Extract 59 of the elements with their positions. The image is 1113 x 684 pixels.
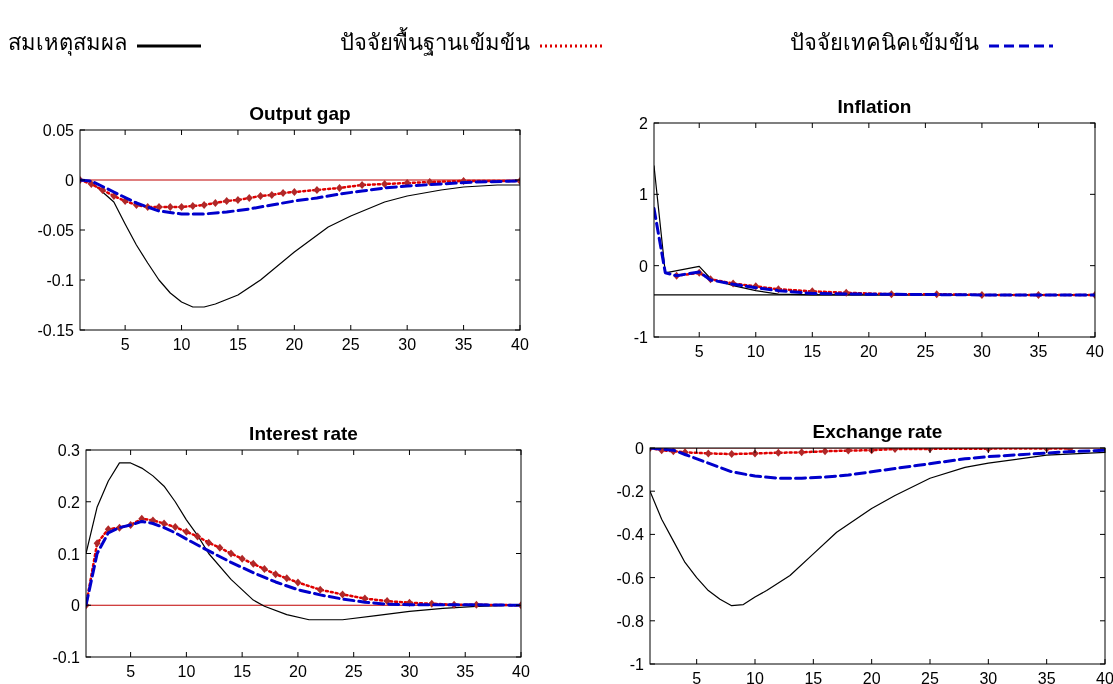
y-tick-label: -0.6	[616, 569, 645, 587]
x-tick-label: 30	[979, 670, 998, 684]
x-tick-label: 15	[233, 663, 252, 680]
x-tick-label: 25	[344, 663, 363, 680]
x-tick-label: 35	[1029, 343, 1048, 360]
x-tick-label: 40	[1086, 343, 1104, 360]
chart-title: Output gap	[249, 103, 351, 124]
chart-title: Inflation	[837, 96, 912, 117]
x-tick-label: 15	[803, 343, 822, 360]
x-tick-label: 10	[177, 663, 196, 680]
x-tick-label: 5	[126, 663, 136, 680]
y-tick-label: 0	[65, 172, 75, 189]
legend-label: สมเหตุสมผล	[8, 30, 127, 56]
x-tick-label: 5	[692, 670, 702, 684]
x-tick-label: 35	[454, 336, 473, 353]
x-tick-label: 20	[862, 670, 881, 684]
x-tick-label: 20	[289, 663, 307, 680]
x-tick-label: 30	[400, 663, 419, 680]
x-tick-label: 35	[456, 663, 475, 680]
legend-label: ปัจจัยเทคนิคเข้มข้น	[790, 30, 979, 55]
y-tick-label: 0.2	[57, 493, 81, 511]
x-tick-label: 35	[1037, 670, 1056, 684]
x-tick-label: 30	[398, 336, 417, 353]
chart-title: Interest rate	[249, 423, 358, 444]
x-tick-label: 15	[804, 670, 823, 684]
y-tick-label: 0	[635, 440, 645, 457]
y-tick-label: 1	[639, 186, 649, 204]
y-tick-label: 0	[71, 597, 81, 615]
x-tick-label: 40	[511, 336, 529, 353]
y-tick-label: -1	[629, 656, 645, 673]
x-tick-label: 15	[229, 336, 247, 353]
y-tick-label: 0.1	[57, 545, 81, 563]
y-tick-label: -0.2	[616, 483, 645, 501]
x-tick-label: 10	[746, 343, 765, 360]
y-tick-label: -0.15	[37, 322, 75, 339]
x-tick-label: 20	[285, 336, 304, 353]
y-tick-label: 0	[639, 257, 649, 275]
legend-label: ปัจจัยพื้นฐานเข้มข้น	[340, 27, 530, 56]
y-tick-label: -0.1	[46, 272, 75, 289]
x-tick-label: 40	[512, 663, 530, 680]
y-tick-label: -1	[633, 329, 649, 346]
y-tick-label: 0.05	[42, 122, 75, 139]
x-tick-label: 5	[694, 343, 704, 360]
x-tick-label: 10	[746, 670, 764, 684]
y-tick-label: -0.4	[616, 526, 645, 544]
x-tick-label: 25	[916, 343, 935, 360]
chart-title: Exchange rate	[812, 421, 943, 442]
x-tick-label: 25	[341, 336, 360, 353]
x-tick-label: 5	[120, 336, 130, 353]
y-tick-label: -0.05	[37, 222, 75, 239]
y-tick-label: -0.8	[616, 612, 645, 630]
y-tick-label: 2	[639, 115, 649, 132]
y-tick-label: 0.3	[57, 442, 81, 459]
x-tick-label: 10	[172, 336, 191, 353]
y-tick-label: -0.1	[52, 649, 81, 666]
x-tick-label: 20	[859, 343, 878, 360]
x-tick-label: 30	[973, 343, 991, 360]
x-tick-label: 25	[921, 670, 939, 684]
x-tick-label: 40	[1096, 670, 1113, 684]
